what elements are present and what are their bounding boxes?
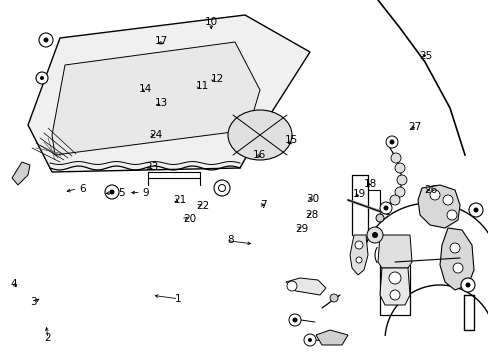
Text: 5: 5 [118,188,124,198]
Polygon shape [28,15,309,172]
Text: 13: 13 [154,98,168,108]
Circle shape [218,184,225,192]
Circle shape [383,206,387,211]
Text: 7: 7 [259,200,266,210]
Circle shape [379,202,391,214]
Polygon shape [417,185,459,228]
Circle shape [385,136,397,148]
Polygon shape [285,278,325,295]
Text: 16: 16 [252,150,265,160]
Circle shape [288,314,301,326]
Circle shape [371,232,377,238]
Text: 28: 28 [305,210,318,220]
Text: 23: 23 [144,162,158,172]
Text: 9: 9 [142,188,149,198]
Circle shape [40,76,44,80]
Text: 19: 19 [352,189,366,199]
Circle shape [375,214,383,222]
Text: 24: 24 [148,130,162,140]
Circle shape [389,139,394,144]
Circle shape [390,153,400,163]
Polygon shape [439,228,473,290]
Circle shape [214,180,229,196]
Text: 2: 2 [44,333,51,343]
Text: 27: 27 [407,122,421,132]
Text: 17: 17 [154,36,168,46]
Text: 3: 3 [30,297,37,307]
Circle shape [292,318,297,323]
Circle shape [307,338,311,342]
Text: 8: 8 [227,235,234,246]
Polygon shape [12,162,30,185]
Circle shape [304,334,315,346]
Text: 20: 20 [183,214,196,224]
Circle shape [396,175,406,185]
Polygon shape [315,330,347,345]
Ellipse shape [227,110,291,160]
Circle shape [286,281,296,291]
Circle shape [394,163,404,173]
Circle shape [468,203,482,217]
Polygon shape [377,235,411,268]
Circle shape [465,283,469,288]
Circle shape [355,257,361,263]
Circle shape [442,195,452,205]
Circle shape [429,190,439,200]
Circle shape [39,33,53,47]
Text: 30: 30 [306,194,319,204]
Text: 11: 11 [196,81,209,91]
Text: 15: 15 [284,135,297,145]
Text: 6: 6 [79,184,85,194]
Circle shape [389,290,399,300]
Circle shape [43,37,48,42]
Text: 25: 25 [418,51,431,61]
Text: 18: 18 [363,179,377,189]
Text: 4: 4 [10,279,17,289]
Circle shape [472,207,478,212]
Polygon shape [52,42,260,155]
Circle shape [388,272,400,284]
Text: 12: 12 [210,74,224,84]
Text: 1: 1 [175,294,182,304]
Circle shape [354,241,362,249]
Circle shape [389,195,399,205]
Circle shape [449,243,459,253]
Circle shape [452,263,462,273]
Text: 26: 26 [424,185,437,195]
Circle shape [329,294,337,302]
Polygon shape [379,268,409,305]
Circle shape [36,72,48,84]
Circle shape [460,278,474,292]
Circle shape [109,189,114,194]
Text: 22: 22 [196,201,209,211]
Text: 10: 10 [204,17,217,27]
Text: 29: 29 [295,224,308,234]
Circle shape [105,185,119,199]
Circle shape [446,210,456,220]
Circle shape [366,227,382,243]
Polygon shape [349,235,367,275]
Text: 14: 14 [139,84,152,94]
Text: 21: 21 [173,195,186,205]
Circle shape [394,187,404,197]
